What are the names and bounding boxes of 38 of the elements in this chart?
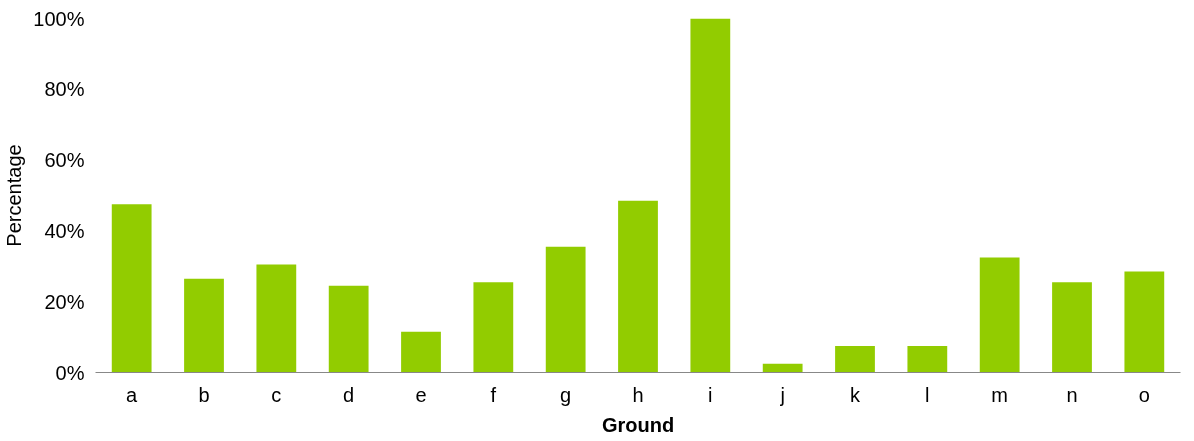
bar: [1124, 271, 1165, 373]
bar: [835, 345, 875, 373]
bar: [618, 200, 658, 373]
x-tick-label: g: [560, 383, 572, 406]
y-tick-label: 100%: [33, 7, 85, 30]
bar: [762, 363, 803, 373]
y-tick-label: 80%: [44, 78, 85, 101]
x-tick-label: d: [343, 383, 355, 406]
bar: [907, 345, 948, 373]
x-tick-label: m: [991, 383, 1009, 406]
y-tick-label: 20%: [44, 290, 85, 313]
x-tick-label: b: [198, 383, 210, 406]
bar: [979, 257, 1020, 373]
bar: [256, 264, 297, 373]
x-tick-label: e: [415, 383, 427, 406]
x-tick-label: i: [708, 383, 713, 406]
y-tick-label: 0%: [55, 361, 85, 384]
x-axis-title: Ground: [601, 413, 675, 436]
x-tick-label: c: [271, 383, 282, 406]
x-tick-label: a: [126, 383, 139, 406]
bar: [401, 331, 441, 373]
bar: [1052, 282, 1092, 373]
bar: [184, 278, 224, 373]
x-tick-label: l: [925, 383, 930, 406]
x-tick-label: k: [850, 383, 861, 406]
x-tick-label: h: [632, 383, 644, 406]
y-tick-label: 60%: [44, 149, 85, 172]
bar: [473, 282, 514, 373]
x-tick-label: o: [1138, 383, 1150, 406]
bar: [690, 18, 731, 373]
bar: [111, 204, 152, 373]
y-tick-label: 40%: [44, 219, 85, 242]
x-tick-label: f: [490, 383, 497, 406]
bar: [545, 246, 586, 373]
x-tick-label: j: [779, 383, 785, 406]
y-axis-title: Percentage: [3, 144, 26, 247]
bar: [328, 285, 369, 373]
x-tick-label: n: [1066, 383, 1078, 406]
